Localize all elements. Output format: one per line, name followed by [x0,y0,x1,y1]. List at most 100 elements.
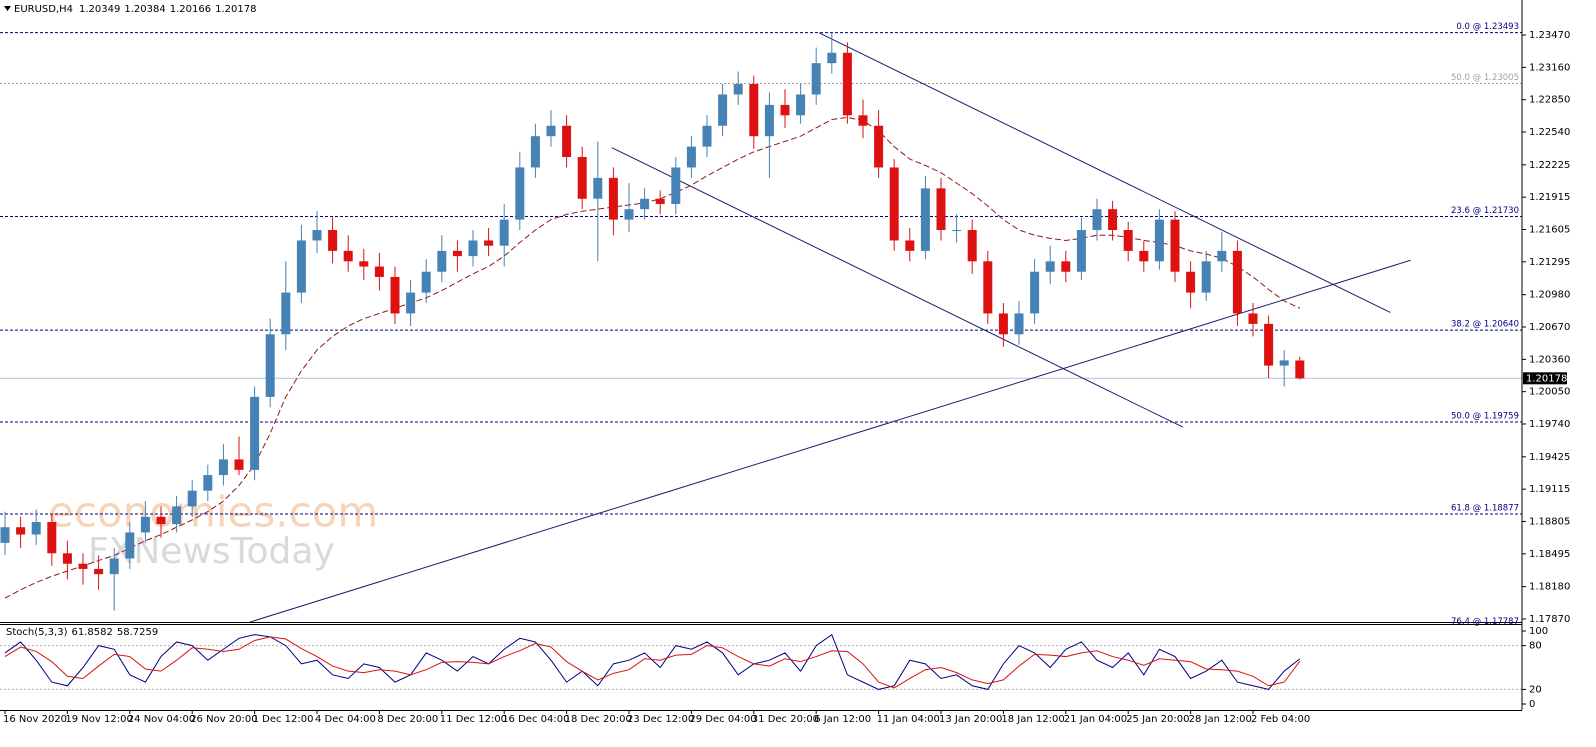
stoch-d-value: 58.7259 [117,627,158,638]
open-value: 1.20349 [79,4,120,15]
candle-body [1076,230,1086,272]
y-tick-label: 1.23160 [1529,62,1570,73]
candle-body [125,532,135,559]
candle-body [1045,261,1055,272]
x-tick-label: 28 Jan 12:00 [1189,714,1252,725]
x-tick-label: 19 Nov 12:00 [65,714,132,725]
y-tick-label: 1.21605 [1529,225,1570,236]
candle-body [1123,230,1133,251]
y-tick-label: 80 [1529,641,1542,652]
candle-body [1061,261,1071,272]
candle-body [468,240,478,257]
price-tag [1523,372,1567,385]
candle-body [608,177,618,220]
trendline [611,147,1184,428]
candle-body [140,516,150,533]
candle-body [265,334,275,397]
y-tick-label: 1.18495 [1529,549,1570,560]
candle-body [203,475,213,491]
x-tick-label: 23 Dec 12:00 [627,714,694,725]
candle-body [889,167,899,241]
y-tick-label: 1.20980 [1529,290,1570,301]
y-tick-label: 1.21295 [1529,257,1570,268]
candle-body [359,261,369,267]
candle-body [1186,271,1196,293]
fib-label: 61.8 @ 1.18877 [1451,503,1519,513]
candle-body [1279,360,1289,366]
y-tick-label: 1.23470 [1529,30,1570,41]
fib-label: 0.0 @ 1.23493 [1456,22,1519,32]
candle-body [671,167,681,204]
candle-body [0,527,10,543]
candle-body [78,563,88,569]
candle-body [686,146,696,168]
candle-body [749,84,759,137]
candle-body [702,125,712,147]
candle-body [1295,360,1305,379]
fib-label: 50.0 @ 1.23005 [1451,73,1519,83]
x-tick-label: 11 Dec 12:00 [440,714,507,725]
y-tick-label: 100 [1529,626,1548,637]
x-tick-label: 18 Dec 20:00 [565,714,632,725]
candle-body [733,84,743,95]
x-tick-label: 11 Jan 04:00 [877,714,940,725]
stoch-title: Stoch(5,3,3) [6,627,68,638]
y-tick-label: 1.20050 [1529,387,1570,398]
candle-body [343,250,353,262]
candle-body [562,125,572,158]
y-tick-label: 1.18805 [1529,516,1570,527]
candle-body [515,167,525,220]
y-tick-label: 1.19115 [1529,484,1570,495]
stoch-panel [0,633,1522,690]
candle-body [328,230,338,251]
candle-body [546,125,556,137]
candle-body [905,240,915,251]
x-tick-label: 1 Dec 12:00 [253,714,314,725]
candle-body [718,94,728,126]
trendline [249,259,1411,622]
fib-label: 76.4 @ 1.17787 [1451,617,1519,627]
watermark: economies.com [48,488,378,537]
x-tick-label: 29 Dec 04:00 [689,714,756,725]
candle-body [1092,209,1102,231]
candle-body [811,63,821,95]
x-tick-label: 8 Dec 20:00 [377,714,438,725]
candle-body [936,188,946,231]
candle-body [1232,250,1242,314]
x-tick-label: 4 Dec 04:00 [315,714,376,725]
y-tick-label: 1.22540 [1529,127,1570,138]
fib-label: 38.2 @ 1.20640 [1451,320,1519,330]
candle-body [1108,209,1118,231]
y-tick-label: 1.19425 [1529,452,1570,463]
candle-body [1248,313,1258,324]
candle-body [94,568,104,575]
candle-body [967,230,977,262]
y-tick-label: 1.22225 [1529,160,1570,171]
candle-body [998,313,1008,335]
watermark: FXNewsToday [88,531,335,572]
x-tick-label: 6 Jan 12:00 [814,714,871,725]
x-tick-label: 31 Dec 20:00 [752,714,819,725]
candle-body [499,219,509,246]
x-tick-label: 21 Jan 04:00 [1064,714,1127,725]
candle-body [1201,261,1211,293]
x-tick-label: 26 Nov 20:00 [190,714,257,725]
y-tick-label: 1.17870 [1529,614,1570,625]
candle-body [281,292,291,335]
trendline [819,32,1391,313]
candle-body [827,52,837,64]
candle-body [858,115,868,126]
candle-body [655,198,665,204]
fib-label: 23.6 @ 1.21730 [1451,206,1519,216]
candle-body [452,250,462,257]
y-tick-label: 0 [1529,699,1535,710]
stoch-header: Stoch(5,3,3) 61.8582 58.7259 [6,627,158,638]
candle-body [47,522,57,554]
candle-body [109,558,119,575]
candle-body [1170,219,1180,272]
candle-body [421,271,431,293]
y-tick-label: 1.21915 [1529,192,1570,203]
